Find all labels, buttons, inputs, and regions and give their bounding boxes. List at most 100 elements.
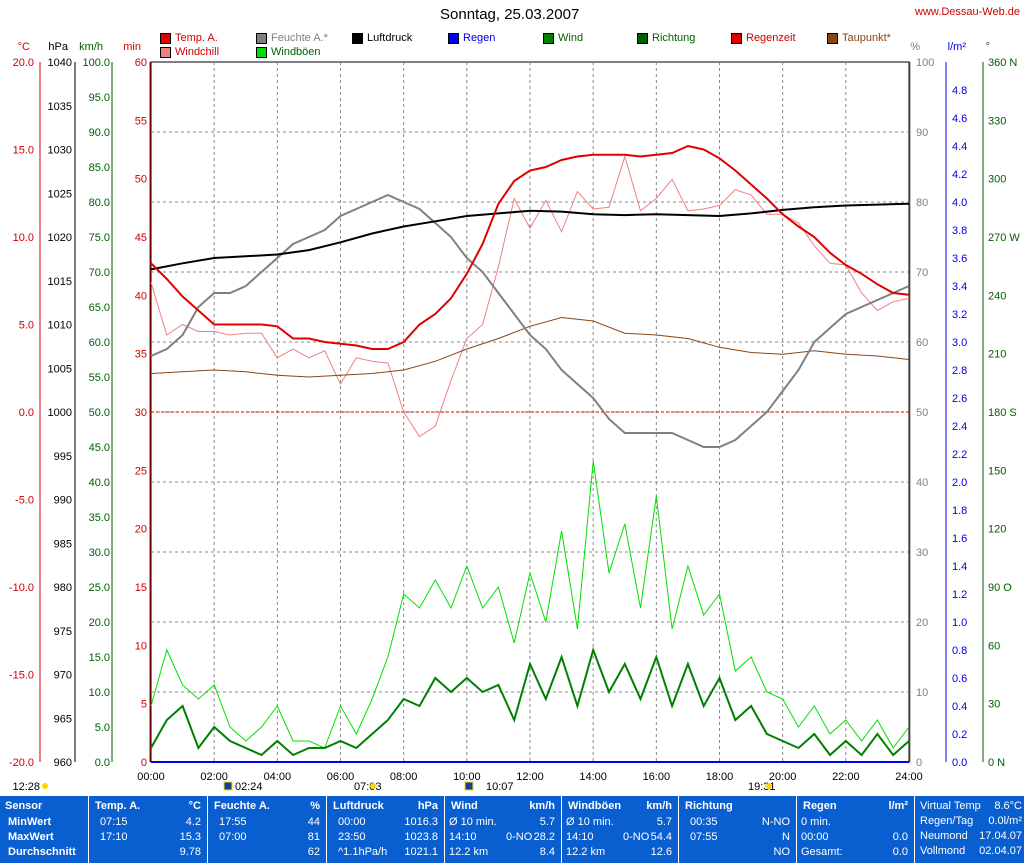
legend-label: Richtung	[652, 32, 696, 44]
column-header: Regen	[803, 800, 837, 812]
extra-label: Virtual Temp	[920, 800, 981, 812]
legend-swatch	[160, 32, 171, 44]
legend-label: Temp. A.	[175, 32, 218, 44]
direction-tick-label: 60	[988, 640, 1000, 652]
pressure-tick-label: 1030	[48, 145, 72, 157]
legend-label: Wind	[558, 32, 584, 44]
speed-tick-label: 90.0	[89, 127, 110, 139]
speed-tick-label: 70.0	[89, 267, 110, 279]
time-tick-label: 12:00	[516, 771, 544, 783]
extra-value: 8.6°C	[994, 800, 1022, 812]
minutes-tick-label: 5	[141, 699, 147, 711]
direction-tick-label: 30	[988, 699, 1000, 711]
legend-item: Windchill	[160, 46, 219, 58]
speed-tick-label: 35.0	[89, 512, 110, 524]
temp-tick-label: -10.0	[9, 582, 34, 594]
rain-tick-label: 0.2	[952, 729, 967, 741]
table-cell-value: 8.4	[539, 846, 555, 858]
direction-tick-label: 210	[988, 349, 1006, 361]
extra-value: 17.04.07	[979, 830, 1022, 842]
time-tick-label: 20:00	[769, 771, 797, 783]
legend-label: Windböen	[271, 46, 321, 58]
percent-tick-label: 30	[916, 547, 928, 559]
pressure-tick-label: 975	[54, 626, 72, 638]
rain-tick-label: 2.4	[952, 421, 967, 433]
table-cell: 07:15	[100, 816, 128, 828]
speed-tick-label: 50.0	[89, 407, 110, 419]
column-unit: km/h	[529, 800, 555, 812]
pressure-tick-label: 970	[54, 670, 72, 682]
minutes-tick-label: 35	[135, 349, 147, 361]
speed-tick-label: 0.0	[95, 757, 110, 769]
table-cell: 17:10	[100, 831, 128, 843]
rain-tick-label: 0.0	[952, 757, 967, 769]
table-cell: 12.2 km	[449, 846, 489, 858]
speed-tick-label: 100.0	[82, 57, 110, 69]
extra-value: 02.04.07	[979, 845, 1022, 857]
speed-tick-label: 40.0	[89, 477, 110, 489]
series-line-taupunkt	[150, 316, 910, 378]
series-line-windben	[150, 460, 910, 749]
series-line-luftdruck	[150, 202, 910, 271]
table-cell: 17:55	[219, 816, 247, 828]
column-unit: °C	[188, 800, 201, 812]
direction-tick-label: 150	[988, 465, 1006, 477]
series-line-feuchtea	[150, 193, 910, 448]
percent-tick-label: 70	[916, 267, 928, 279]
column-header: Sensor	[5, 800, 43, 812]
extra-value: 0.0l/m²	[988, 815, 1022, 827]
legend-item: Temp. A.	[160, 32, 218, 44]
legend-swatch	[448, 32, 459, 44]
sun-moon-label: 07:03	[354, 781, 382, 793]
column-divider	[207, 796, 208, 863]
speed-tick-label: 45.0	[89, 442, 110, 454]
legend-swatch	[827, 32, 838, 44]
legend-swatch	[160, 46, 171, 58]
extra-label: Neumond	[920, 830, 968, 842]
rain-tick-label: 4.8	[952, 85, 967, 97]
stats-table: Sensor Temp. A. °C Feuchte A.% Luftdruck hPa W…	[0, 796, 1024, 863]
direction-tick-label: 0 N	[988, 757, 1005, 769]
time-tick-label: 14:00	[579, 771, 607, 783]
speed-tick-label: 65.0	[89, 302, 110, 314]
legend-item: Windböen	[256, 46, 321, 58]
table-cell-value: 5.7	[539, 816, 555, 828]
time-tick-label: 06:00	[327, 771, 355, 783]
percent-tick-label: 60	[916, 337, 928, 349]
speed-tick-label: 55.0	[89, 372, 110, 384]
rain-tick-label: 1.0	[952, 617, 967, 629]
column-header: Feuchte A.	[214, 800, 270, 812]
table-cell-value: NO	[773, 846, 791, 858]
time-tick-label: 08:00	[390, 771, 418, 783]
temp-tick-label: -5.0	[15, 495, 34, 507]
legend-swatch	[352, 32, 363, 44]
pressure-tick-label: 995	[54, 451, 72, 463]
rain-tick-label: 0.4	[952, 701, 967, 713]
minutes-tick-label: 15	[135, 582, 147, 594]
speed-tick-label: 60.0	[89, 337, 110, 349]
pressure-tick-label: 990	[54, 495, 72, 507]
legend-item: Regenzeit	[731, 32, 796, 44]
direction-tick-label: 180 S	[988, 407, 1017, 419]
legend-label: Regen	[463, 32, 496, 44]
site-link[interactable]: www.Dessau-Web.de	[915, 6, 1020, 18]
legend-label: Regenzeit	[746, 32, 796, 44]
legend-item: Wind	[543, 32, 583, 44]
speed-unit-label: km/h	[79, 41, 103, 53]
table-cell-value: 1016.3	[404, 816, 438, 828]
rain-tick-label: 0.8	[952, 645, 967, 657]
direction-tick-label: 240	[988, 290, 1006, 302]
minutes-tick-label: 10	[135, 640, 147, 652]
temp-tick-label: 20.0	[13, 57, 34, 69]
minutes-tick-label: 40	[135, 290, 147, 302]
speed-tick-label: 15.0	[89, 652, 110, 664]
table-cell: Gesamt:	[801, 846, 843, 858]
rain-tick-label: 3.4	[952, 281, 967, 293]
table-cell-value: 54.4	[650, 831, 672, 843]
legend-item: Taupunkt*	[827, 32, 891, 44]
direction-tick-label: 330	[988, 115, 1006, 127]
table-cell: Ø 10 min.	[566, 816, 614, 828]
temp-unit-label: °C	[18, 41, 30, 53]
speed-tick-label: 20.0	[89, 617, 110, 629]
table-cell-value: N	[782, 831, 790, 843]
